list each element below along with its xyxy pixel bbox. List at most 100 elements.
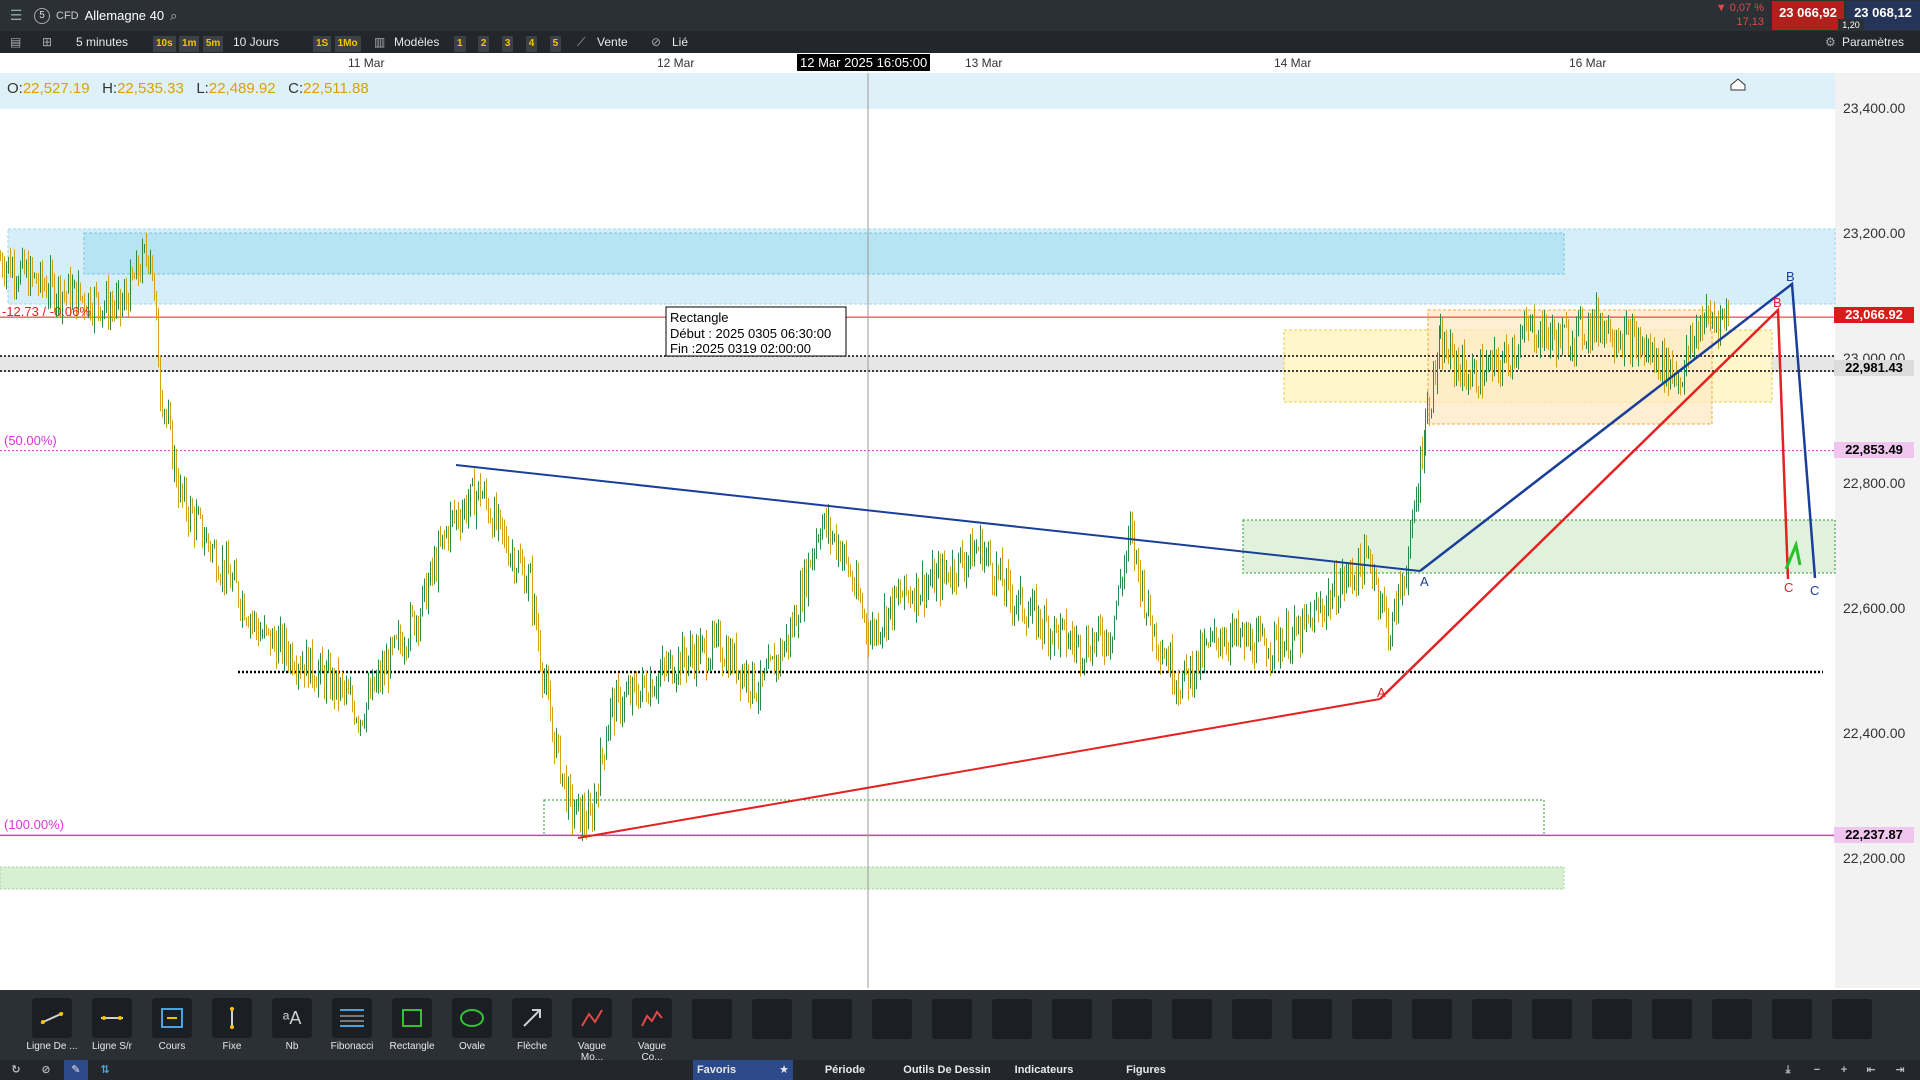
empty-tool-slot[interactable] — [1652, 999, 1692, 1039]
blue-trend-line — [455, 464, 1421, 572]
interval-chip-5m[interactable]: 5m — [202, 36, 224, 52]
tab-period[interactable]: Période — [824, 1064, 866, 1076]
interval-selector[interactable]: 5 minutes — [76, 35, 129, 49]
tool-price-line[interactable]: Cours — [146, 998, 198, 1052]
close-label: C: — [288, 80, 304, 97]
empty-tool-slot[interactable] — [1472, 999, 1512, 1039]
tooltip-end: Fin :2025 0319 02:00:00 — [670, 341, 811, 356]
pencil-icon[interactable]: ✎ — [64, 1060, 88, 1080]
collapse-icon[interactable]: ⇤ — [1866, 1064, 1876, 1076]
tool-trend-line[interactable]: Ligne De ... — [26, 998, 78, 1052]
templates-button[interactable]: Modèles — [394, 35, 440, 49]
blue-wave — [1419, 281, 1817, 579]
empty-tool-slot[interactable] — [752, 999, 792, 1039]
zoom-in-icon[interactable]: + — [1840, 1064, 1848, 1076]
instrument-selector[interactable]: 5 CFD Allemagne 40 ⌕ — [34, 5, 184, 26]
empty-tool-slot[interactable] — [1052, 999, 1092, 1039]
interval-chip-10s[interactable]: 10s — [153, 36, 176, 52]
empty-tool-slot[interactable] — [992, 999, 1032, 1039]
layout-icon[interactable]: ▤ — [10, 35, 22, 49]
tool-wave-corrective[interactable]: Vague Co... — [626, 998, 678, 1063]
empty-tool-slot[interactable] — [872, 999, 912, 1039]
slot-3[interactable]: 3 — [501, 36, 514, 52]
wave-label-a-blue: A — [1420, 574, 1429, 589]
wave-label-b-blue: B — [1786, 269, 1795, 284]
price-change-annotation: -12.73 / -0.06% — [2, 304, 91, 319]
sell-button[interactable]: Vente — [597, 35, 628, 49]
vertical-line-icon — [230, 1007, 234, 1029]
expand-icon[interactable]: ⇥ — [1895, 1064, 1905, 1076]
wave-label-c-red: C — [1784, 580, 1793, 595]
empty-tool-slot[interactable] — [812, 999, 852, 1039]
resistance-zone-inner — [83, 232, 1565, 275]
empty-tool-slot[interactable] — [1232, 999, 1272, 1039]
zoom-fit-icon[interactable]: ⤓ — [1785, 1064, 1791, 1076]
settings-button[interactable]: Paramètres — [1842, 35, 1905, 49]
refresh-icon[interactable]: ↻ — [11, 1064, 21, 1076]
linked-button[interactable]: Lié — [672, 35, 689, 49]
chart-canvas[interactable]: A B C A B C -12.73 / -0.06% (50.00%) (100.00%) Re… — [0, 73, 1920, 988]
tab-favorites[interactable]: Favoris ★ — [693, 1060, 793, 1080]
tool-horizontal-line[interactable]: Ligne S/r — [86, 998, 138, 1052]
high-value: 22,535.33 — [117, 80, 184, 97]
level-price-tag: 22,981.43 — [1834, 360, 1914, 376]
tool-arrow[interactable]: Flèche — [506, 998, 558, 1052]
slot-5[interactable]: 5 — [549, 36, 562, 52]
tool-vertical-line[interactable]: Fixe — [206, 998, 258, 1052]
empty-tool-slot[interactable] — [1292, 999, 1332, 1039]
empty-tool-slot[interactable] — [1832, 999, 1872, 1039]
tool-text[interactable]: ᵃA Nb — [266, 998, 318, 1052]
price-chart[interactable]: A B C A B C -12.73 / -0.06% (50.00%) (100.00%) Re… — [0, 73, 1920, 988]
interval-chip-1m[interactable]: 1m — [179, 36, 200, 52]
tool-oval[interactable]: Ovale — [446, 998, 498, 1052]
low-value: 22,489.92 — [208, 80, 276, 97]
range-chip-1s[interactable]: 1S — [313, 36, 332, 52]
price-axis-label: 22,800.00 — [1843, 475, 1906, 491]
range-chip-1mo[interactable]: 1Mo — [334, 36, 361, 52]
empty-tool-slot[interactable] — [1352, 999, 1392, 1039]
slot-4[interactable]: 4 — [525, 36, 538, 52]
gear-icon[interactable]: ⚙ — [1825, 35, 1836, 49]
fib-100-label: (100.00%) — [4, 817, 64, 832]
empty-tool-slot[interactable] — [1712, 999, 1752, 1039]
red-wave — [1379, 307, 1790, 700]
tool-wave-monthly[interactable]: Vague Mo... — [566, 998, 618, 1063]
tool-rectangle[interactable]: Rectangle — [386, 998, 438, 1052]
zoom-out-icon[interactable]: − — [1813, 1064, 1821, 1076]
magnet-icon[interactable]: ⇅ — [100, 1064, 110, 1076]
fib-50-label: (50.00%) — [4, 433, 57, 448]
price-axis-label: 23,200.00 — [1843, 225, 1906, 241]
empty-tool-slot[interactable] — [932, 999, 972, 1039]
empty-tool-slot[interactable] — [1532, 999, 1572, 1039]
tab-drawing-tools[interactable]: Outils De Dessin — [903, 1064, 991, 1076]
range-selector[interactable]: 10 Jours — [233, 35, 280, 49]
wave-label-c-blue: C — [1810, 583, 1819, 598]
tool-label: Cours — [158, 1041, 186, 1052]
tab-indicators[interactable]: Indicateurs — [1014, 1064, 1074, 1076]
empty-tool-slot[interactable] — [1412, 999, 1452, 1039]
empty-tool-slot[interactable] — [1172, 999, 1212, 1039]
hamburger-icon[interactable]: ☰ — [9, 7, 23, 23]
tab-figures[interactable]: Figures — [1126, 1064, 1166, 1076]
tool-label: Ligne S/r — [91, 1041, 133, 1052]
close-value: 22,511.88 — [303, 80, 369, 97]
oval-icon — [460, 1009, 484, 1027]
grid-icon[interactable]: ⊞ — [42, 35, 53, 49]
empty-tool-slot[interactable] — [692, 999, 732, 1039]
disable-icon[interactable]: ⊘ — [41, 1064, 51, 1076]
sell-price-button[interactable]: 23 066,92 — [1772, 1, 1844, 30]
tool-label: Fixe — [222, 1041, 242, 1052]
empty-tool-slot[interactable] — [1112, 999, 1152, 1039]
high-label: H: — [102, 80, 118, 97]
instrument-type: CFD — [56, 9, 79, 22]
slot-2[interactable]: 2 — [477, 36, 490, 52]
empty-tool-slot[interactable] — [1772, 999, 1812, 1039]
open-value: 22,527.19 — [22, 80, 90, 97]
search-icon[interactable]: ⌕ — [170, 7, 178, 23]
tooltip-start: Début : 2025 0305 06:30:00 — [670, 326, 831, 341]
slot-1[interactable]: 1 — [454, 36, 466, 52]
symbol-name: Allemagne 40 — [84, 8, 165, 23]
tool-fibonacci[interactable]: Fibonacci — [326, 998, 378, 1052]
empty-tool-slot[interactable] — [1592, 999, 1632, 1039]
